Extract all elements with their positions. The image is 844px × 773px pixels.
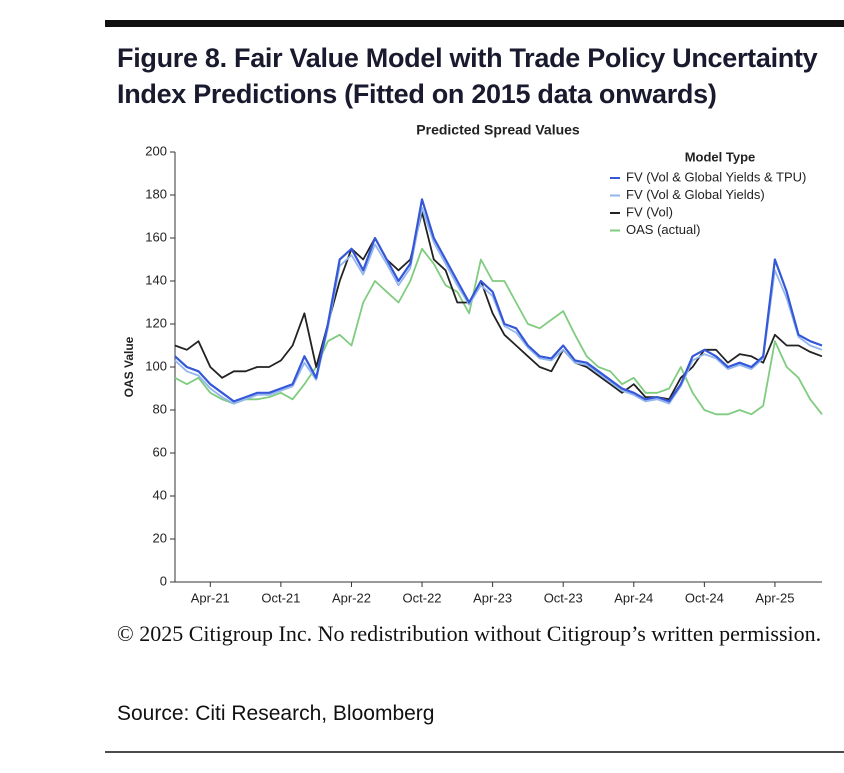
copyright: © 2025 Citigroup Inc. No redistribution … — [117, 621, 822, 646]
legend-title: Model Type — [685, 149, 756, 164]
y-tick-label: 80 — [153, 401, 167, 416]
legend-label: OAS (actual) — [626, 222, 700, 237]
source: Source: Citi Research, Bloomberg — [117, 702, 435, 725]
y-tick-label: 180 — [145, 186, 167, 201]
x-tick-label: Apr-23 — [473, 590, 512, 605]
y-tick-label: 200 — [145, 143, 167, 158]
x-tick-label: Apr-22 — [332, 590, 371, 605]
series-line — [174, 247, 823, 416]
title-line: Index Predictions (Fitted on 2015 data o… — [117, 79, 717, 109]
legend-label: FV (Vol & Global Yields) — [626, 187, 765, 202]
series-line — [174, 207, 823, 405]
legend-label: FV (Vol & Global Yields & TPU) — [626, 169, 806, 184]
y-tick-label: 40 — [153, 487, 167, 502]
y-tick-label: 160 — [145, 229, 167, 244]
x-tick-label: Apr-24 — [614, 590, 653, 605]
x-tick-label: Apr-25 — [755, 590, 794, 605]
y-tick-label: 120 — [145, 315, 167, 330]
series-line — [174, 211, 823, 401]
y-tick-label: 60 — [153, 444, 167, 459]
x-tick-label: Oct-22 — [403, 590, 442, 605]
legend-label: FV (Vol) — [626, 204, 673, 219]
top-rule — [105, 20, 844, 27]
x-tick-label: Oct-24 — [685, 590, 724, 605]
title-line: Figure 8. Fair Value Model with Trade Po… — [117, 43, 818, 73]
x-tick-label: Oct-23 — [544, 590, 583, 605]
y-tick-label: 100 — [145, 358, 167, 373]
y-tick-label: 140 — [145, 272, 167, 287]
x-tick-label: Apr-21 — [191, 590, 230, 605]
series-line — [174, 198, 823, 403]
x-tick-label: Oct-21 — [261, 590, 300, 605]
y-tick-label: 0 — [160, 573, 167, 588]
figure-title: Figure 8. Fair Value Model with Trade Po… — [117, 40, 818, 112]
y-axis-label: OAS Value — [122, 336, 136, 397]
chart-title: Predicted Spread Values — [416, 122, 580, 138]
y-tick-label: 20 — [153, 530, 167, 545]
